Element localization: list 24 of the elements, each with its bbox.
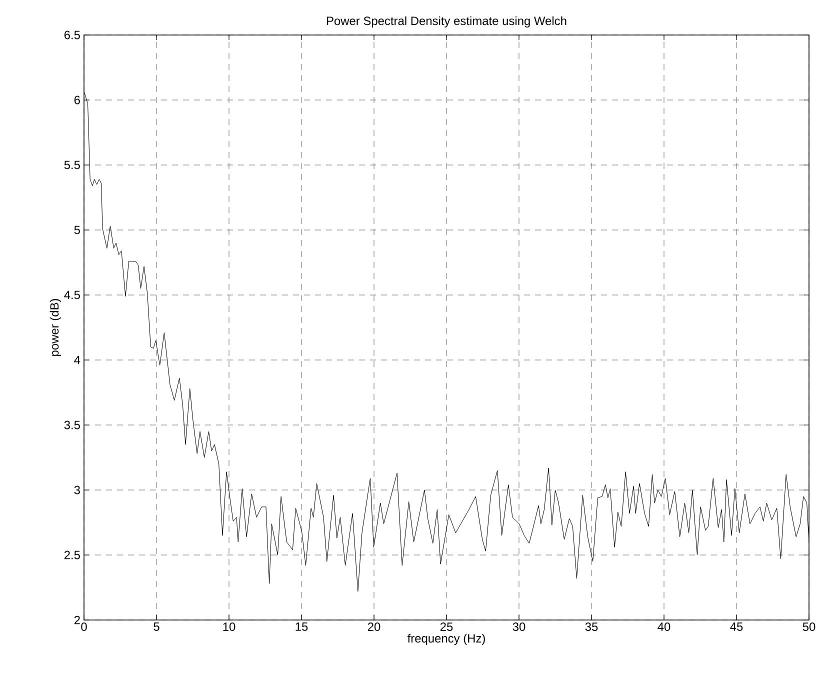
y-tick-label: 5.5	[64, 160, 80, 170]
y-tick-label: 2.5	[64, 550, 80, 560]
x-tick-label: 10	[223, 622, 236, 631]
x-tick-label: 35	[585, 622, 598, 631]
y-tick-label: 4.5	[64, 290, 80, 300]
x-tick-label: 45	[730, 622, 743, 631]
x-tick-label: 0	[81, 622, 87, 631]
chart-title: Power Spectral Density estimate using Welch	[326, 16, 566, 28]
x-tick-label: 5	[154, 622, 160, 631]
y-tick-label: 6.5	[64, 30, 80, 40]
x-tick-label: 50	[802, 622, 816, 631]
y-tick-label: 5	[74, 226, 80, 234]
x-tick-label: 15	[296, 622, 308, 631]
y-tick-label: 3.5	[64, 420, 80, 430]
y-tick-label: 2	[74, 616, 80, 624]
x-tick-label: 30	[512, 622, 526, 631]
y-tick-label: 6	[74, 96, 80, 104]
y-tick-label: 4	[74, 356, 80, 364]
y-tick-label: 3	[74, 486, 80, 494]
x-axis-title: frequency (Hz)	[407, 634, 485, 645]
x-tick-label: 25	[440, 622, 453, 631]
x-tick-label: 40	[658, 622, 670, 631]
x-tick-label: 20	[368, 622, 380, 631]
y-axis-title: power (dB)	[50, 299, 62, 356]
